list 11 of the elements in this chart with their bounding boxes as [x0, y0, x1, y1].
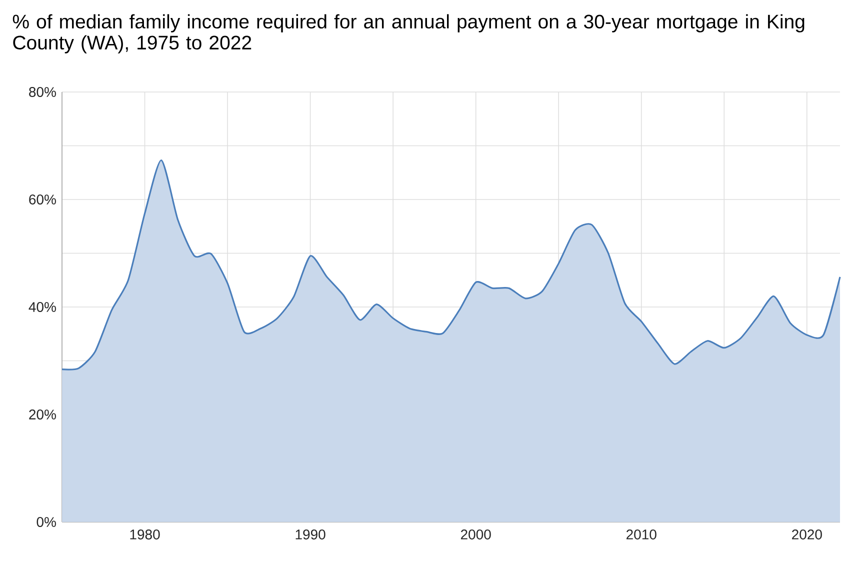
x-tick-label: 2010 [626, 530, 656, 540]
y-tick-label: 0% [36, 517, 56, 527]
y-tick-label: 20% [29, 410, 56, 420]
y-tick-label: 60% [29, 194, 56, 204]
x-tick-label: 2000 [460, 530, 491, 540]
x-tick-label: 1980 [130, 530, 160, 540]
x-tick-label: 2020 [792, 530, 822, 540]
chart-title: % of median family income required for an annual payment on a 30-year mortgage in King County (WA), 1975 to 2022 [12, 14, 804, 54]
y-tick-label: 80% [29, 87, 56, 97]
y-tick-label: 40% [28, 302, 56, 312]
x-tick-label: 1990 [296, 530, 326, 540]
